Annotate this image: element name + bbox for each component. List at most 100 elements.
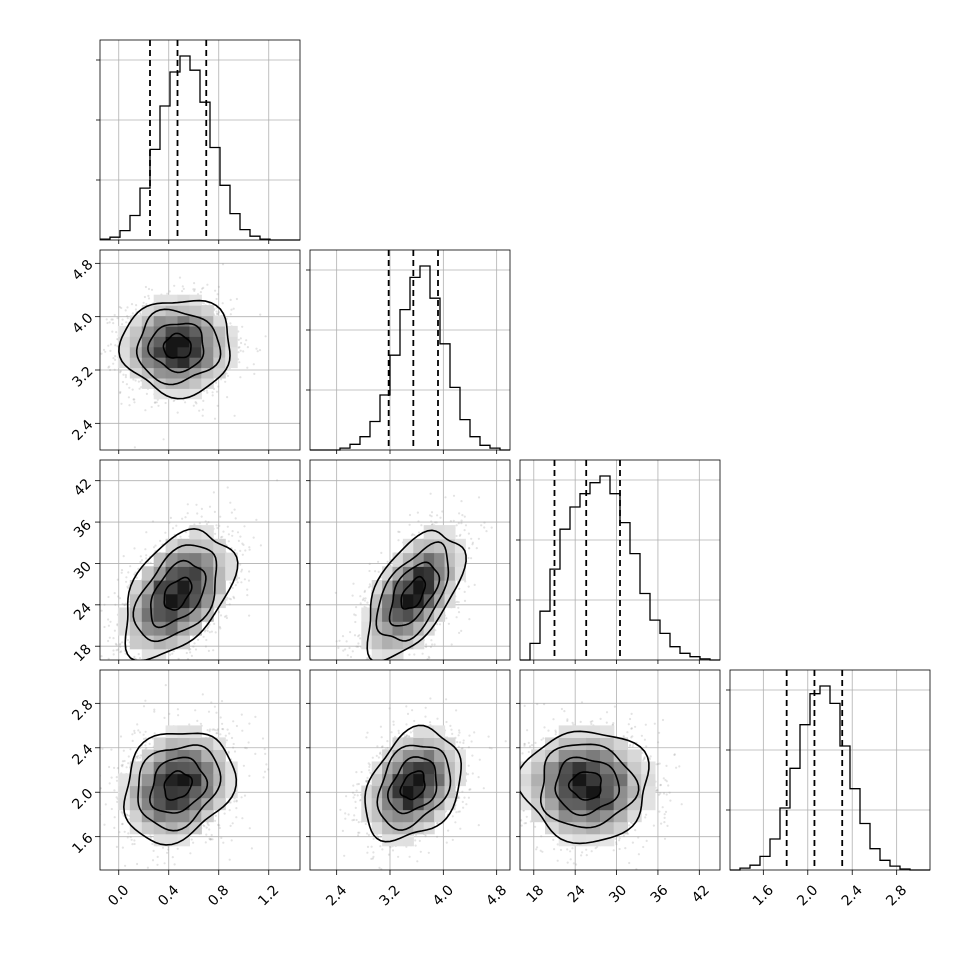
scatter-point <box>216 404 219 407</box>
scatter-point <box>426 658 429 660</box>
scatter-point <box>133 547 136 550</box>
scatter-point <box>144 684 146 686</box>
scatter-point <box>240 570 243 573</box>
density-cell <box>189 552 202 567</box>
density-cell <box>165 315 179 327</box>
scatter-point <box>197 638 200 642</box>
scatter-point <box>204 645 207 648</box>
scatter-point <box>395 663 397 665</box>
scatter-point <box>208 631 211 634</box>
scatter-point <box>110 673 112 675</box>
scatter-point <box>100 352 103 355</box>
density-cell <box>153 635 167 650</box>
scatter-point <box>382 682 384 684</box>
panel-2-0 <box>85 459 301 686</box>
scatter-point <box>123 604 126 607</box>
scatter-point <box>247 579 251 582</box>
density-cell <box>189 325 202 337</box>
scatter-point <box>218 625 221 629</box>
scatter-point <box>204 629 207 632</box>
scatter-point <box>239 563 242 566</box>
scatter-point <box>363 605 366 609</box>
scatter-point <box>259 544 262 547</box>
scatter-point <box>184 531 188 534</box>
scatter-point <box>119 370 122 373</box>
scatter-point <box>145 303 148 306</box>
scatter-point <box>193 642 196 645</box>
scatter-point <box>125 580 128 583</box>
scatter-point <box>227 540 230 543</box>
scatter-point <box>85 667 87 669</box>
density-cell <box>129 635 143 650</box>
scatter-point <box>457 606 460 609</box>
scatter-point <box>114 358 117 361</box>
scatter-point <box>133 398 136 401</box>
scatter-point <box>109 368 112 372</box>
scatter-point <box>144 285 147 289</box>
scatter-point <box>463 529 466 532</box>
scatter-point <box>248 570 251 573</box>
scatter-point <box>207 625 210 628</box>
scatter-point <box>117 648 120 651</box>
scatter-point <box>467 556 470 560</box>
density-cell <box>225 336 238 348</box>
contour-level-3 <box>124 527 239 660</box>
scatter-point <box>133 573 136 576</box>
scatter-point <box>92 631 94 633</box>
scatter-point <box>192 645 195 648</box>
scatter-point <box>114 603 117 606</box>
scatter-point <box>175 524 178 527</box>
scatter-point <box>203 630 206 633</box>
density-cell <box>177 552 190 567</box>
scatter-point <box>113 629 116 632</box>
scatter-point <box>110 318 113 321</box>
scatter-point <box>374 570 377 573</box>
scatter-point <box>398 530 401 534</box>
scatter-point <box>356 645 360 648</box>
scatter-point <box>112 362 115 365</box>
density-cell <box>129 580 143 595</box>
scatter-point <box>195 675 197 677</box>
scatter-point <box>381 668 383 670</box>
density-cell <box>165 580 179 595</box>
scatter-point <box>107 657 110 660</box>
scatter-point <box>152 546 156 549</box>
density-cell <box>165 388 179 400</box>
density-cell <box>141 580 155 595</box>
scatter-point <box>159 674 161 676</box>
scatter-point <box>231 530 234 533</box>
scatter-point <box>116 578 119 581</box>
scatter-point <box>88 396 90 398</box>
scatter-point <box>129 666 131 668</box>
scatter-point <box>370 685 372 687</box>
panel-frame <box>99 249 301 451</box>
scatter-point <box>121 641 124 644</box>
scatter-point <box>205 678 207 680</box>
scatter-point <box>139 555 142 558</box>
scatter-point <box>193 523 196 526</box>
scatter-point <box>408 523 411 526</box>
scatter-point <box>205 389 208 392</box>
scatter-point <box>425 643 428 646</box>
scatter-point <box>359 602 362 605</box>
scatter-point <box>140 386 143 389</box>
scatter-point <box>433 643 436 646</box>
scatter-point <box>351 594 354 597</box>
density-cell <box>153 580 167 595</box>
scatter-point <box>126 315 129 318</box>
scatter-point <box>109 349 112 352</box>
scatter-point <box>219 614 223 617</box>
scatter-point <box>184 401 187 404</box>
scatter-point <box>172 399 175 403</box>
scatter-point <box>111 318 114 321</box>
scatter-point <box>221 263 225 266</box>
density-cell <box>141 566 155 581</box>
density-cell <box>153 315 167 327</box>
scatter-point <box>416 662 418 664</box>
scatter-point <box>116 317 119 320</box>
density-cell <box>201 377 214 389</box>
scatter-point <box>169 653 172 656</box>
scatter-point <box>120 650 123 653</box>
scatter-point <box>210 630 213 633</box>
scatter-point <box>176 411 179 414</box>
